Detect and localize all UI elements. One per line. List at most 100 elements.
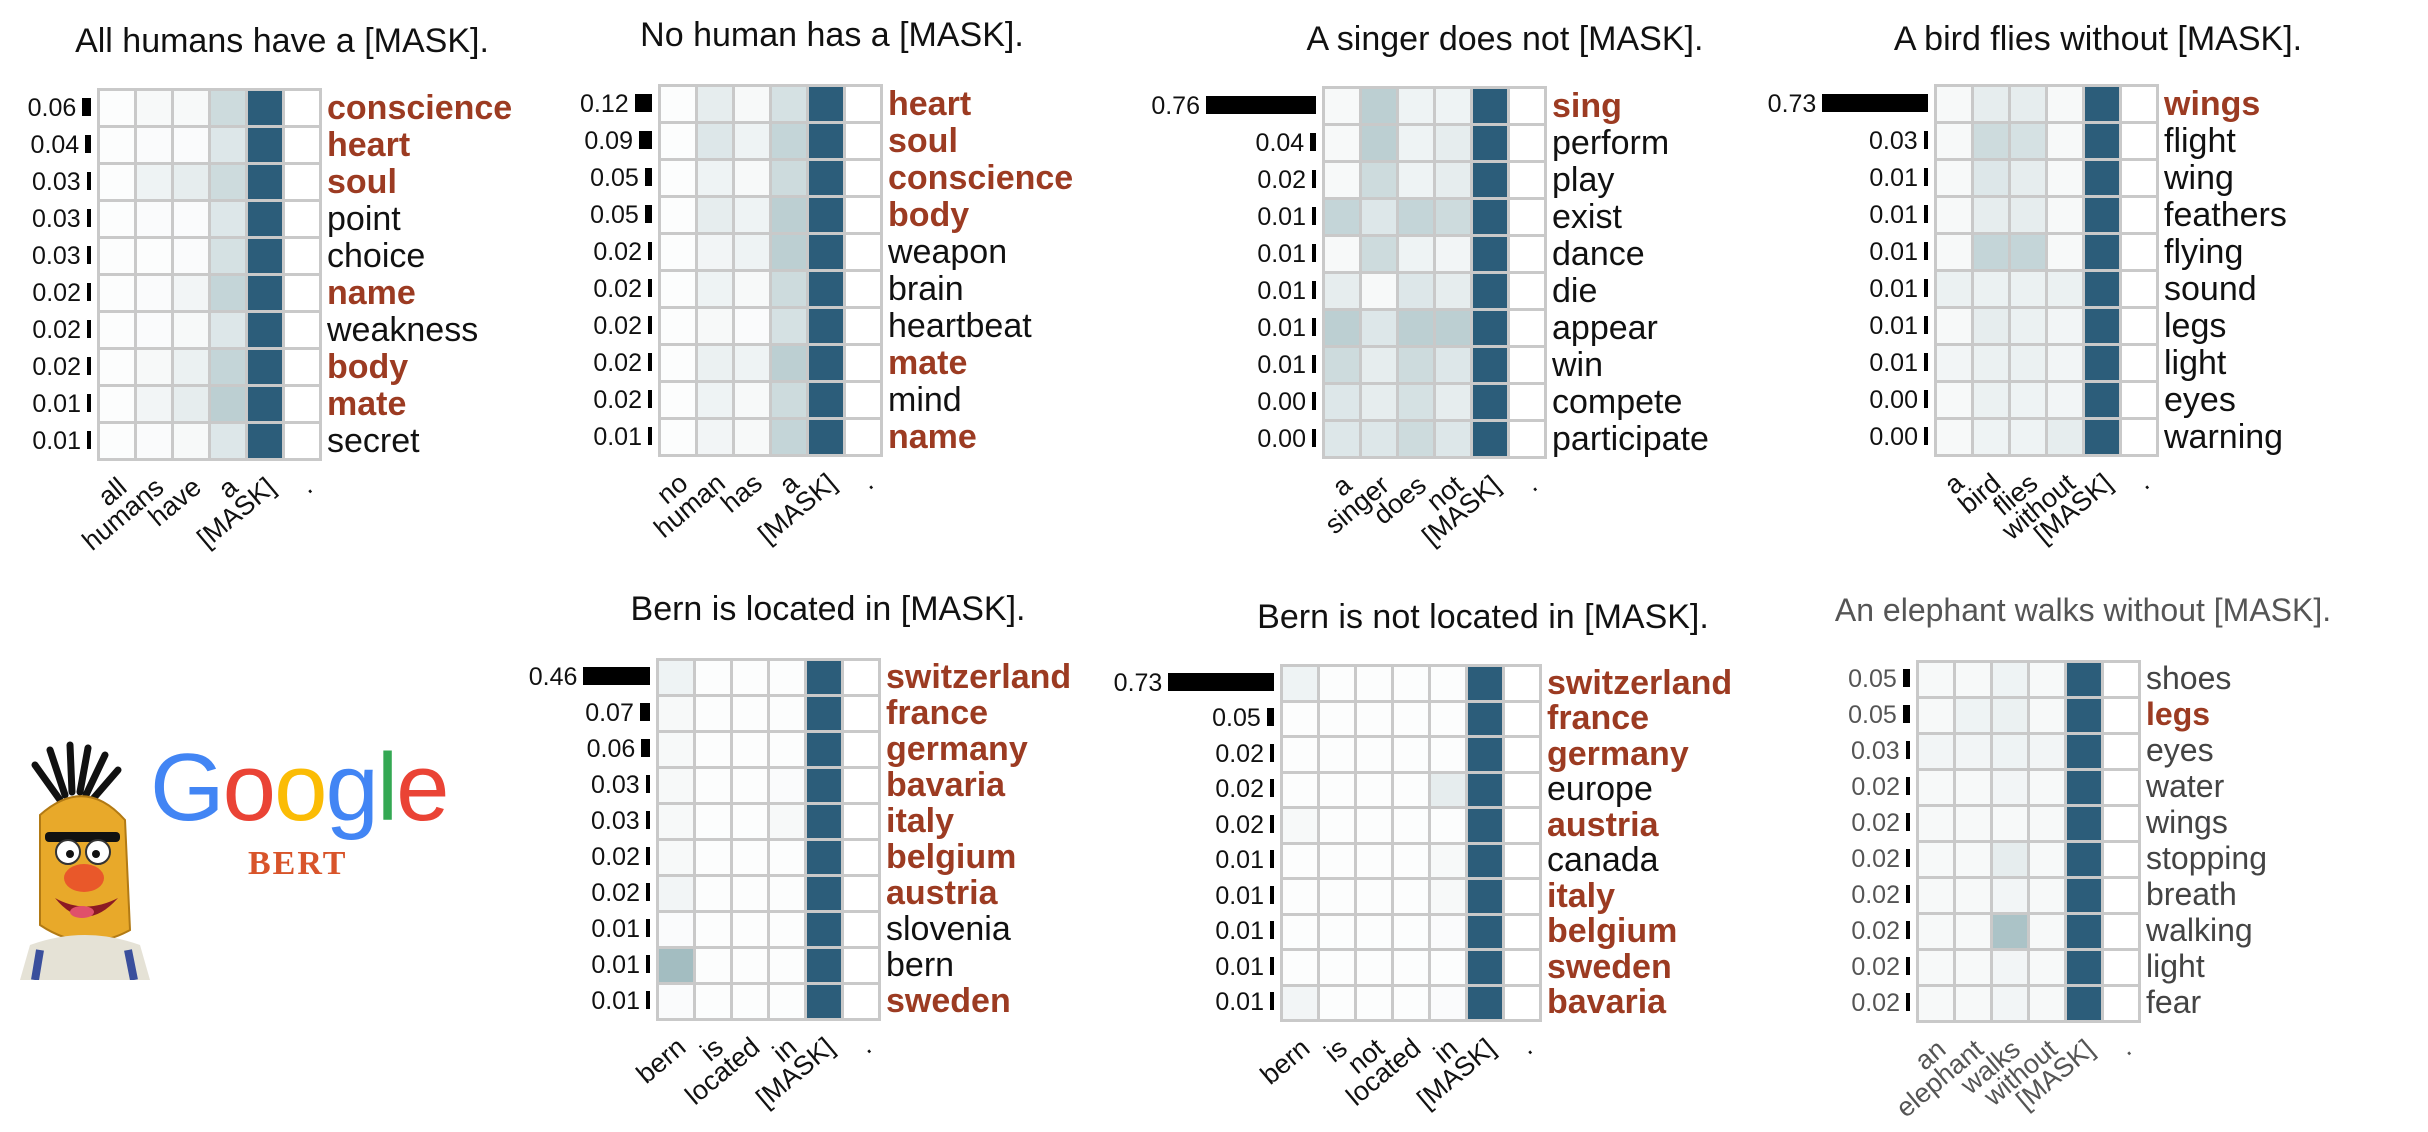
attention-cell	[285, 276, 319, 310]
attention-cell	[844, 805, 878, 838]
attention-cell	[211, 165, 245, 199]
attention-cell	[1937, 235, 1971, 269]
predicted-word: win	[1552, 345, 1604, 384]
attention-cell	[2048, 383, 2082, 417]
attention-cell	[698, 235, 732, 269]
attention-cell	[659, 805, 693, 838]
token-label: [MASK]	[752, 467, 842, 550]
attention-cell	[846, 198, 880, 232]
predicted-word: fear	[2146, 984, 2202, 1020]
attention-cell	[2030, 663, 2064, 696]
token-label: .	[851, 1031, 877, 1060]
attention-cell	[1394, 773, 1428, 806]
probability-bar	[87, 319, 91, 338]
attention-cell	[1283, 844, 1317, 877]
attention-cell	[1357, 915, 1391, 948]
probability-label: 0.06	[586, 735, 636, 763]
probability-label: 0.02	[1851, 773, 1900, 801]
attention-cell	[174, 202, 208, 236]
attention-cell	[1320, 667, 1354, 700]
attention-cell	[1357, 809, 1391, 842]
attention-cell	[807, 877, 841, 910]
attention-cell	[2067, 735, 2101, 768]
panel-title: No human has a [MASK].	[640, 16, 1024, 54]
probability-bar	[1924, 315, 1928, 334]
probability-bar	[1270, 779, 1274, 798]
probability-label: 0.04	[1255, 128, 1305, 157]
token-label: located	[679, 1031, 766, 1111]
google-letter: g	[325, 734, 378, 841]
probability-label: 0.05	[1848, 665, 1897, 693]
probability-label: 0.01	[1215, 917, 1264, 946]
attention-cell	[846, 346, 880, 380]
attention-cell	[846, 87, 880, 121]
predicted-word: sweden	[886, 982, 1011, 1020]
predicted-word: slovenia	[886, 910, 1011, 948]
attention-cell	[2122, 124, 2156, 158]
attention-cell	[1505, 773, 1539, 806]
probability-bar	[1902, 669, 1910, 687]
attention-cell	[735, 272, 769, 306]
attention-cell	[2011, 198, 2045, 232]
attention-cell	[844, 697, 878, 730]
attention-cell	[733, 661, 767, 694]
attention-cell	[1937, 161, 1971, 195]
probability-bar	[1270, 850, 1274, 869]
attention-cell	[661, 383, 695, 417]
probability-label: 0.02	[1215, 810, 1264, 839]
attention-cell	[1320, 702, 1354, 735]
attention-cell	[844, 841, 878, 874]
attention-cell	[2067, 987, 2101, 1020]
attention-cell	[846, 383, 880, 417]
attention-cell	[285, 239, 319, 273]
attention-cell	[1937, 383, 1971, 417]
attention-cell	[1468, 986, 1502, 1019]
attention-cell	[2067, 951, 2101, 984]
attention-cell	[248, 387, 282, 421]
probability-bar	[87, 356, 91, 375]
attention-cell	[2122, 235, 2156, 269]
probability-label: 0.02	[593, 385, 642, 414]
probability-bar	[639, 703, 650, 721]
attention-cell	[1399, 237, 1433, 271]
attention-cell	[1394, 667, 1428, 700]
attention-cell	[772, 383, 806, 417]
attention-cell	[844, 949, 878, 982]
probability-label: 0.76	[1151, 91, 1200, 120]
bert-muppet-icon	[20, 741, 150, 980]
attention-cell	[2104, 879, 2138, 912]
attention-cell	[137, 424, 171, 458]
attention-cell	[1956, 699, 1990, 732]
attention-cell	[1974, 87, 2008, 121]
probability-bar	[1270, 992, 1274, 1011]
panel-title: An elephant walks without [MASK].	[1834, 592, 2332, 628]
probability-bar	[1312, 280, 1316, 299]
probability-bar	[1906, 885, 1910, 903]
attention-cell	[2067, 771, 2101, 804]
probability-label: 0.01	[1869, 237, 1918, 266]
attention-cell	[1399, 385, 1433, 419]
probability-bar	[82, 97, 91, 116]
predicted-word: italy	[1547, 876, 1616, 915]
attention-cell	[1510, 200, 1544, 234]
predicted-word: weapon	[888, 232, 1008, 271]
attention-cell	[844, 985, 878, 1018]
attention-cell	[2085, 87, 2119, 121]
attention-cell	[174, 128, 208, 162]
attention-cell	[772, 309, 806, 343]
attention-cell	[807, 697, 841, 730]
token-label: .	[1517, 469, 1543, 498]
attention-cell	[1436, 89, 1470, 123]
attention-cell	[844, 877, 878, 910]
attention-cell	[2048, 420, 2082, 454]
predicted-word: water	[2146, 768, 2225, 804]
attention-cell	[1937, 420, 1971, 454]
predicted-word: belgium	[1547, 912, 1678, 951]
attention-cell	[2085, 161, 2119, 195]
attention-cell	[807, 769, 841, 802]
attention-cell	[1510, 274, 1544, 308]
attention-cell	[772, 272, 806, 306]
token-label: .	[853, 467, 879, 496]
attention-cell	[770, 769, 804, 802]
probability-bar	[1206, 95, 1316, 114]
